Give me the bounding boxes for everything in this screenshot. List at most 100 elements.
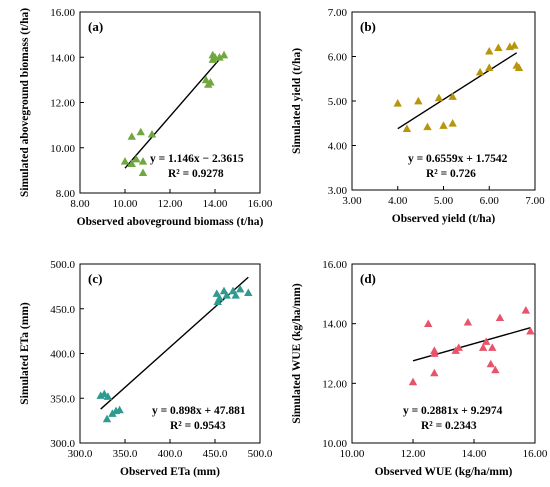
data-point [439, 121, 448, 129]
data-point [215, 53, 224, 61]
data-point [434, 93, 444, 102]
x-axis-label: Observed yield (t/ha) [392, 213, 496, 225]
regression-equation: y = 1.146x − 2.3615 [150, 153, 244, 165]
data-point [510, 41, 519, 49]
data-point [414, 96, 423, 105]
data-point [244, 288, 253, 296]
y-tick-label: 450.0 [50, 304, 75, 316]
regression-line [397, 52, 518, 130]
r-squared: R² = 0.726 [426, 168, 476, 180]
data-point [463, 317, 473, 326]
data-point [521, 306, 531, 314]
data-point [488, 343, 497, 351]
data-point [222, 291, 231, 299]
x-tick-label: 3.00 [342, 195, 362, 207]
data-point [495, 313, 505, 322]
x-tick-label: 4.00 [388, 195, 408, 207]
regression-line [100, 276, 249, 410]
data-point [115, 405, 124, 414]
data-point [393, 99, 402, 107]
plot-frame [351, 263, 536, 444]
data-point [231, 291, 240, 299]
x-tick-label: 7.00 [525, 195, 545, 207]
data-point [136, 127, 145, 136]
data-point [478, 343, 488, 351]
data-point [147, 129, 157, 138]
x-tick-label: 8.00 [70, 198, 90, 210]
panel-d: 10.00 12.00 14.00 16.00 10.00 12.00 14.00 16.00… [291, 259, 548, 478]
x-tick-label: 12.00 [158, 198, 183, 210]
y-axis-label: Simulated WUE (kg/ha/mm) [291, 283, 303, 424]
data-point [514, 63, 524, 71]
data-point [402, 124, 412, 132]
panel-label: (b) [360, 19, 376, 34]
x-tick-label: 5.00 [434, 195, 454, 207]
data-point [482, 337, 491, 345]
y-tick-label: 12.00 [322, 378, 347, 390]
x-axis-label: Observed aboveground biomass (t/ha) [77, 216, 264, 228]
y-tick-label: 14.00 [322, 319, 347, 331]
x-tick-label: 10.00 [113, 198, 138, 210]
regression-equation: y = 0.6559x + 1.7542 [408, 153, 508, 165]
regression-equation: y = 0.2881x + 9.2974 [403, 405, 503, 417]
regression-line [412, 327, 531, 362]
data-point [526, 326, 535, 335]
r-squared: R² = 0.9543 [170, 420, 226, 432]
y-tick-label: 500.0 [50, 259, 75, 271]
panel-c: 300.0 350.0 400.0 450.0 500.0 300.0 350.0 400.0… [19, 259, 273, 478]
data-point [486, 359, 495, 368]
x-tick-label: 300.0 [68, 448, 93, 460]
data-point [448, 119, 457, 127]
data-point [103, 392, 113, 400]
panel-b: 3.00 4.00 5.00 6.00 7.00 3.00 4.00 5.00 6.00 7.00… [291, 7, 545, 225]
regression-equation: y = 0.898x + 47.881 [152, 405, 246, 417]
y-tick-label: 16.00 [50, 7, 75, 19]
x-tick-label: 14.00 [203, 198, 228, 210]
y-tick-label: 14.00 [50, 52, 75, 64]
data-point [127, 159, 136, 167]
y-tick-label: 6.00 [328, 52, 348, 64]
x-tick-label: 350.0 [113, 448, 138, 460]
y-tick-label: 10.00 [50, 143, 75, 155]
data-point [206, 77, 215, 86]
data-point [132, 154, 141, 163]
data-point [108, 409, 117, 417]
data-point [236, 284, 245, 293]
panel-label: (d) [360, 271, 376, 286]
data-point [219, 50, 229, 59]
r-squared: R² = 0.9278 [168, 168, 224, 180]
regression-line [124, 53, 225, 169]
r-squared: R² = 0.2343 [421, 420, 477, 432]
y-tick-label: 4.00 [328, 141, 348, 153]
x-tick-label: 16.00 [523, 448, 548, 460]
x-tick-label: 14.00 [462, 448, 487, 460]
x-axis-label: Observed ETa (mm) [120, 466, 220, 478]
y-tick-label: 12.00 [50, 98, 75, 110]
data-point [408, 377, 418, 386]
y-axis-label: Simulated aboveground biomass (t/ha) [19, 8, 31, 197]
panel-label: (a) [88, 19, 103, 34]
data-point [138, 157, 148, 165]
data-point [491, 365, 500, 374]
data-point [494, 43, 503, 51]
data-point [430, 368, 439, 377]
x-tick-label: 400.0 [158, 448, 183, 460]
x-tick-label: 12.00 [401, 448, 426, 460]
panel-label: (c) [88, 271, 102, 286]
data-point [485, 63, 494, 71]
data-point [138, 168, 148, 176]
x-tick-label: 16.00 [248, 198, 273, 210]
data-point [430, 349, 439, 357]
data-point [423, 122, 432, 131]
data-point [454, 343, 463, 351]
data-point [448, 92, 457, 100]
y-axis-label: Simulated ETa (mm) [19, 302, 31, 405]
y-tick-label: 400.0 [50, 349, 75, 361]
x-tick-label: 6.00 [480, 195, 500, 207]
data-point [424, 319, 433, 328]
y-tick-label: 3.00 [328, 185, 348, 197]
data-point [120, 157, 130, 165]
data-point [475, 67, 485, 76]
y-tick-label: 5.00 [328, 96, 348, 108]
